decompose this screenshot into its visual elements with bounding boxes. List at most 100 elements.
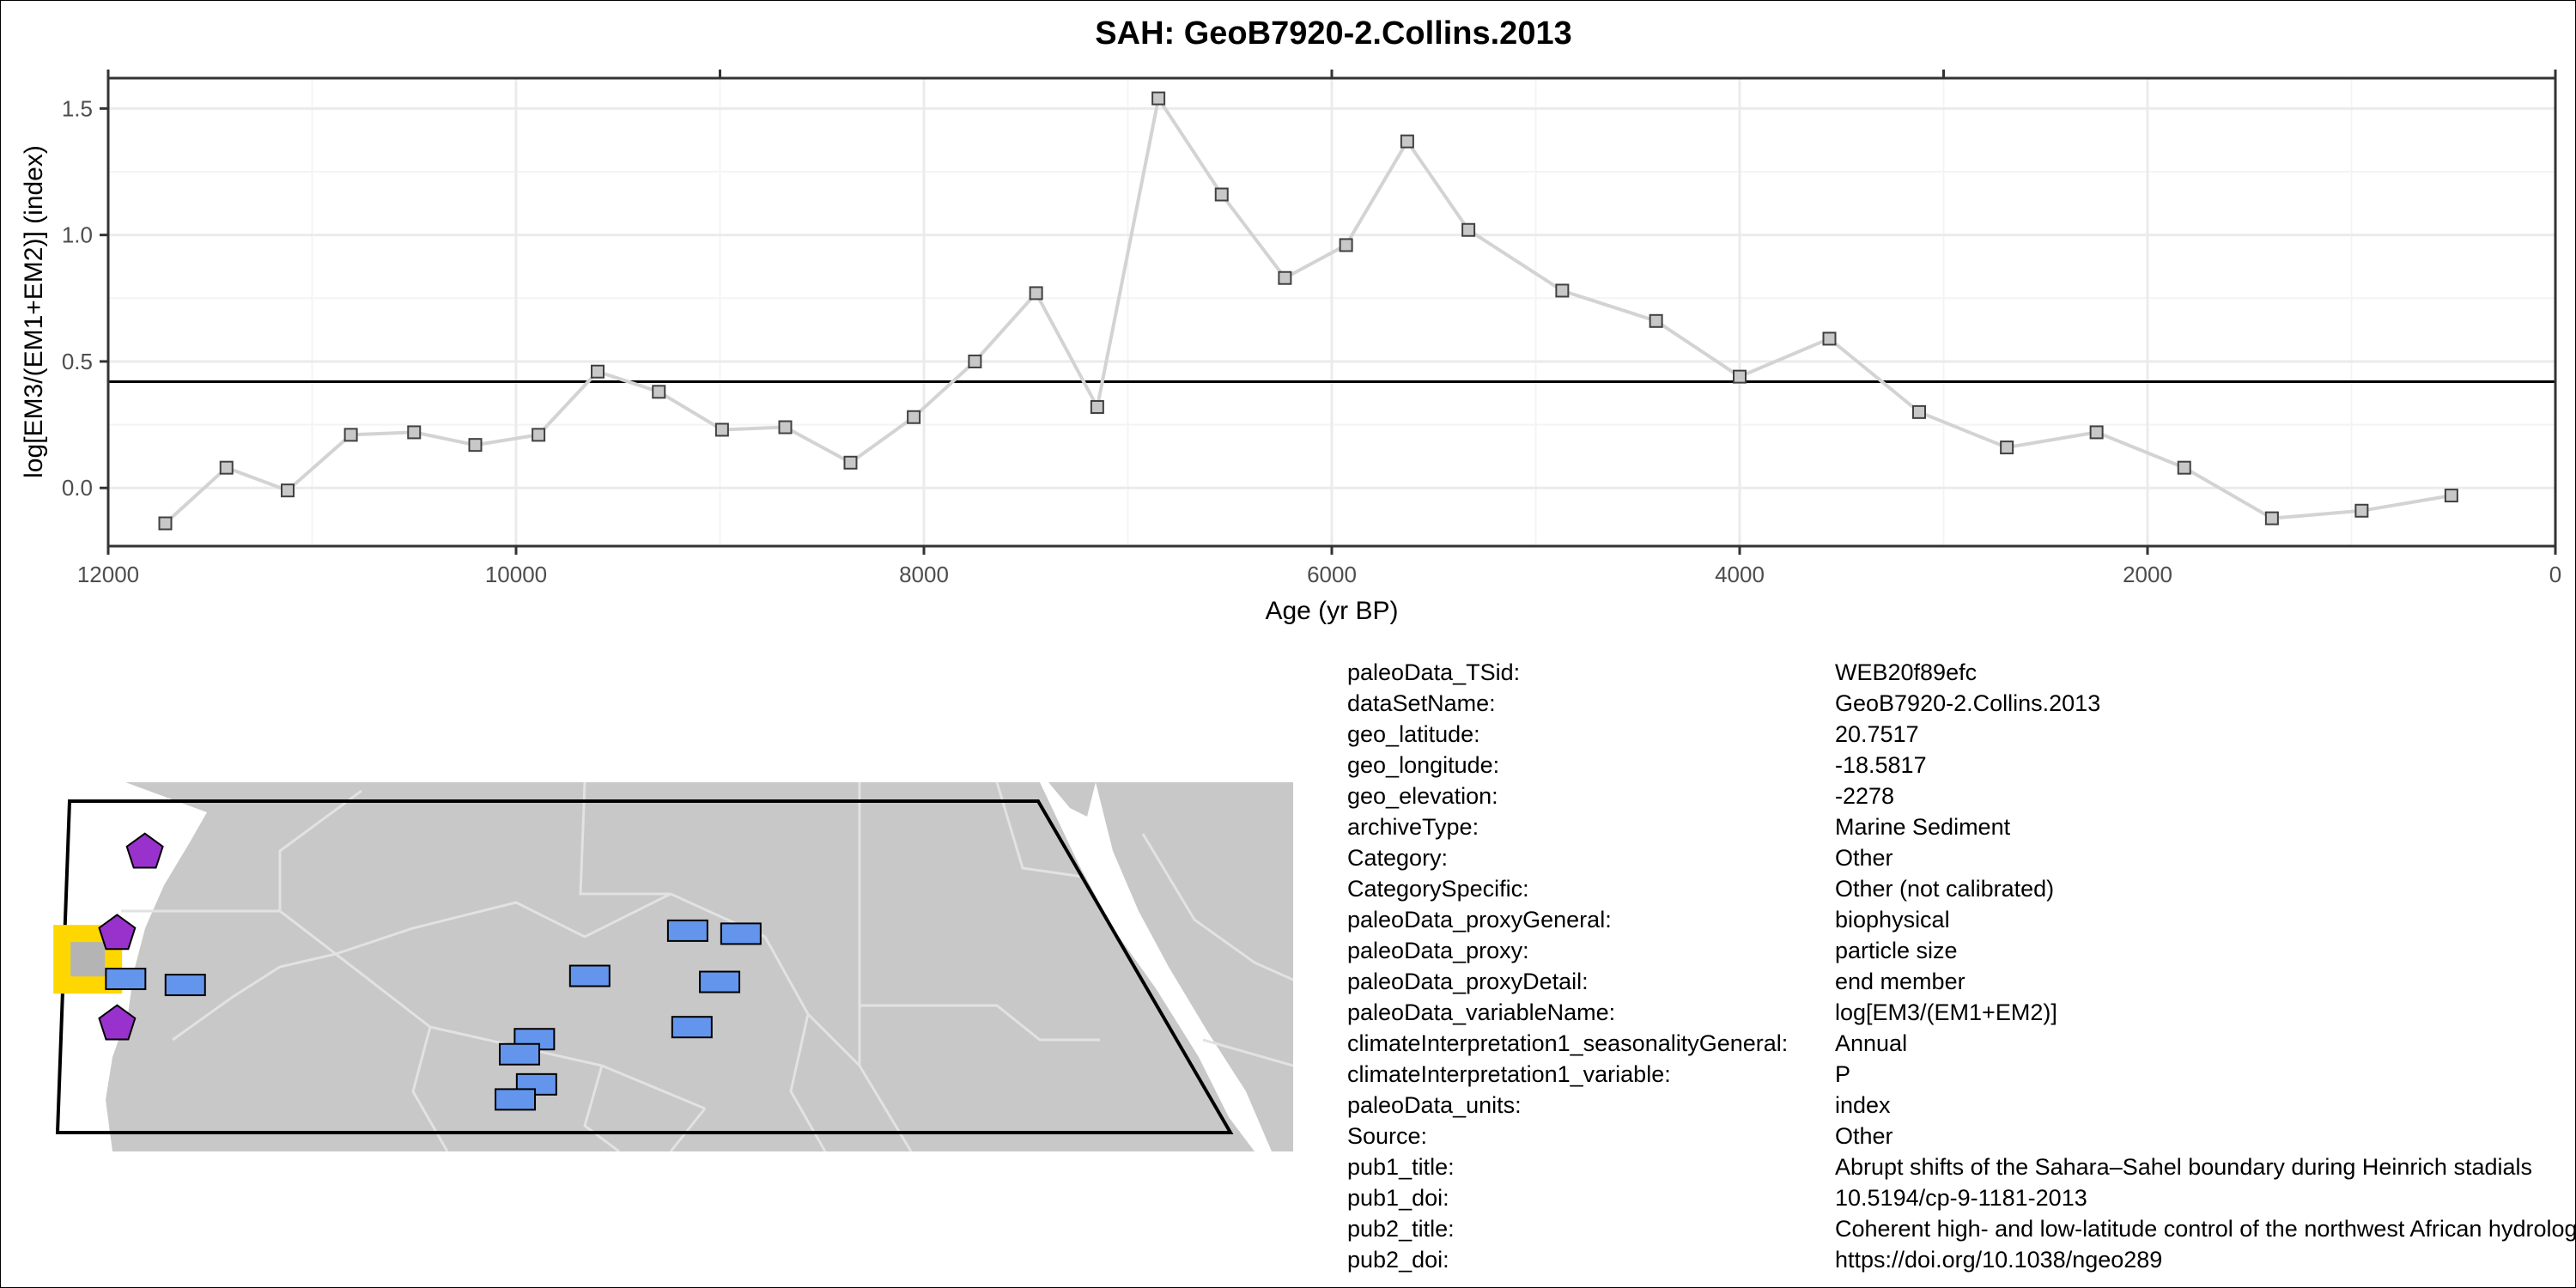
rectangle-icon xyxy=(105,968,147,991)
pentagon-icon xyxy=(125,832,164,869)
pentagon-icon xyxy=(98,914,137,951)
data-point xyxy=(2354,503,2369,518)
data-point xyxy=(968,354,982,368)
metadata-key: Category: xyxy=(1347,845,1449,871)
metadata-key: climateInterpretation1_seasonalityGenera… xyxy=(1347,1030,1789,1056)
y-tick-label: 1.5 xyxy=(62,95,93,121)
metadata-panel: paleoData_TSid: WEB20f89efc dataSetName: Ge… xyxy=(1347,659,2575,1287)
data-point xyxy=(1278,270,1292,285)
rectangle-icon xyxy=(164,974,206,997)
data-point xyxy=(219,460,234,475)
rectangle-icon xyxy=(699,970,741,993)
data-point xyxy=(158,516,173,531)
data-point xyxy=(1151,91,1166,106)
africa-landmass xyxy=(106,782,1255,1151)
metadata-key: CategorySpecific: xyxy=(1347,876,1529,902)
data-point xyxy=(343,428,358,442)
metadata-value: index xyxy=(1835,1092,1891,1118)
metadata-value: Other (not calibrated) xyxy=(1835,876,2055,902)
metadata-key: pub1_doi: xyxy=(1347,1185,1449,1211)
rectangle-icon xyxy=(499,1042,541,1066)
timeseries-chart: SAH: GeoB7920-2.Collins.2013 12000 10000 8… xyxy=(20,15,2561,625)
metadata-key: paleoData_proxyDetail: xyxy=(1347,969,1589,994)
y-tick-label: 0.0 xyxy=(62,475,93,501)
x-tick-label: 6000 xyxy=(1307,562,1357,587)
data-point xyxy=(468,438,483,453)
metadata-key: paleoData_TSid: xyxy=(1347,659,1521,685)
metadata-value: 10.5194/cp-9-1181-2013 xyxy=(1835,1185,2087,1211)
rectangle-icon xyxy=(495,1088,537,1111)
data-point xyxy=(1461,222,1476,237)
x-tick-label: 4000 xyxy=(1715,562,1765,587)
data-point xyxy=(1090,399,1104,414)
metadata-value: -2278 xyxy=(1835,783,1895,809)
metadata-value: 20.7517 xyxy=(1835,721,1919,747)
data-point xyxy=(714,422,729,437)
sinai-landmass xyxy=(1048,782,1096,817)
metadata-key: pub2_doi: xyxy=(1347,1247,1449,1273)
metadata-value: https://doi.org/10.1038/ngeo289 xyxy=(1835,1247,2163,1273)
data-point xyxy=(907,410,921,424)
metadata-value: Coherent high- and low-latitude control … xyxy=(1835,1216,2575,1242)
data-point xyxy=(532,428,546,442)
metadata-value: P xyxy=(1835,1061,1851,1087)
metadata-key: Source: xyxy=(1347,1123,1428,1149)
data-point xyxy=(2264,511,2279,526)
metadata-key: paleoData_units: xyxy=(1347,1092,1522,1118)
data-point xyxy=(778,420,793,434)
data-series xyxy=(158,91,2458,531)
metadata-value: Abrupt shifts of the Sahara–Sahel bounda… xyxy=(1835,1154,2532,1180)
data-point xyxy=(1649,313,1663,328)
metadata-value: Marine Sediment xyxy=(1835,814,2011,840)
data-point xyxy=(2444,489,2458,503)
x-tick-label: 0 xyxy=(2549,562,2561,587)
metadata-key: dataSetName: xyxy=(1347,690,1496,716)
data-point xyxy=(1822,331,1837,346)
metadata-value: GeoB7920-2.Collins.2013 xyxy=(1835,690,2101,716)
metadata-value: Annual xyxy=(1835,1030,1908,1056)
chart-title: SAH: GeoB7920-2.Collins.2013 xyxy=(1095,15,1571,52)
rectangle-icon xyxy=(666,919,708,942)
data-point xyxy=(407,425,422,440)
region-outline xyxy=(55,799,1234,1134)
metadata-key: geo_latitude: xyxy=(1347,721,1480,747)
metadata-key: climateInterpretation1_variable: xyxy=(1347,1061,1671,1087)
metadata-value: end member xyxy=(1835,969,1965,994)
metadata-key: paleoData_proxy: xyxy=(1347,938,1529,963)
data-point xyxy=(1214,187,1229,202)
metadata-value: -18.5817 xyxy=(1835,752,1927,778)
rectangle-icon xyxy=(568,964,611,987)
data-point xyxy=(2177,460,2191,475)
data-point xyxy=(652,385,666,399)
metadata-value: biophysical xyxy=(1835,907,1950,933)
data-point xyxy=(2089,425,2104,440)
pentagon-icon xyxy=(98,1004,137,1041)
map-markers xyxy=(53,832,762,1111)
data-point xyxy=(1555,283,1570,298)
site-map xyxy=(52,782,1293,1151)
y-tick-label: 0.5 xyxy=(62,349,93,374)
rectangle-icon xyxy=(671,1016,713,1039)
x-tick-label: 10000 xyxy=(485,562,547,587)
data-point xyxy=(281,483,295,498)
metadata-value: log[EM3/(EM1+EM2)] xyxy=(1835,999,2057,1025)
arabia-landmass xyxy=(1096,782,1293,1151)
data-point xyxy=(2000,440,2014,455)
metadata-key: geo_elevation: xyxy=(1347,783,1498,809)
axes: 12000 10000 8000 6000 4000 2000 0 0.0 0.5 1.0 1.5 xyxy=(62,70,2561,587)
data-point xyxy=(843,455,858,470)
data-point xyxy=(591,364,605,379)
metadata-key: paleoData_proxyGeneral: xyxy=(1347,907,1612,933)
data-point xyxy=(1339,238,1353,252)
x-axis-label: Age (yr BP) xyxy=(1265,597,1398,625)
metadata-value: Other xyxy=(1835,845,1893,871)
rectangle-icon xyxy=(720,922,762,945)
x-tick-label: 8000 xyxy=(899,562,949,587)
metadata-key: archiveType: xyxy=(1347,814,1479,840)
metadata-key: pub1_title: xyxy=(1347,1154,1455,1180)
metadata-value: Other xyxy=(1835,1123,1893,1149)
data-point xyxy=(1029,286,1043,301)
data-point xyxy=(1733,369,1747,384)
metadata-value: particle size xyxy=(1835,938,1958,963)
